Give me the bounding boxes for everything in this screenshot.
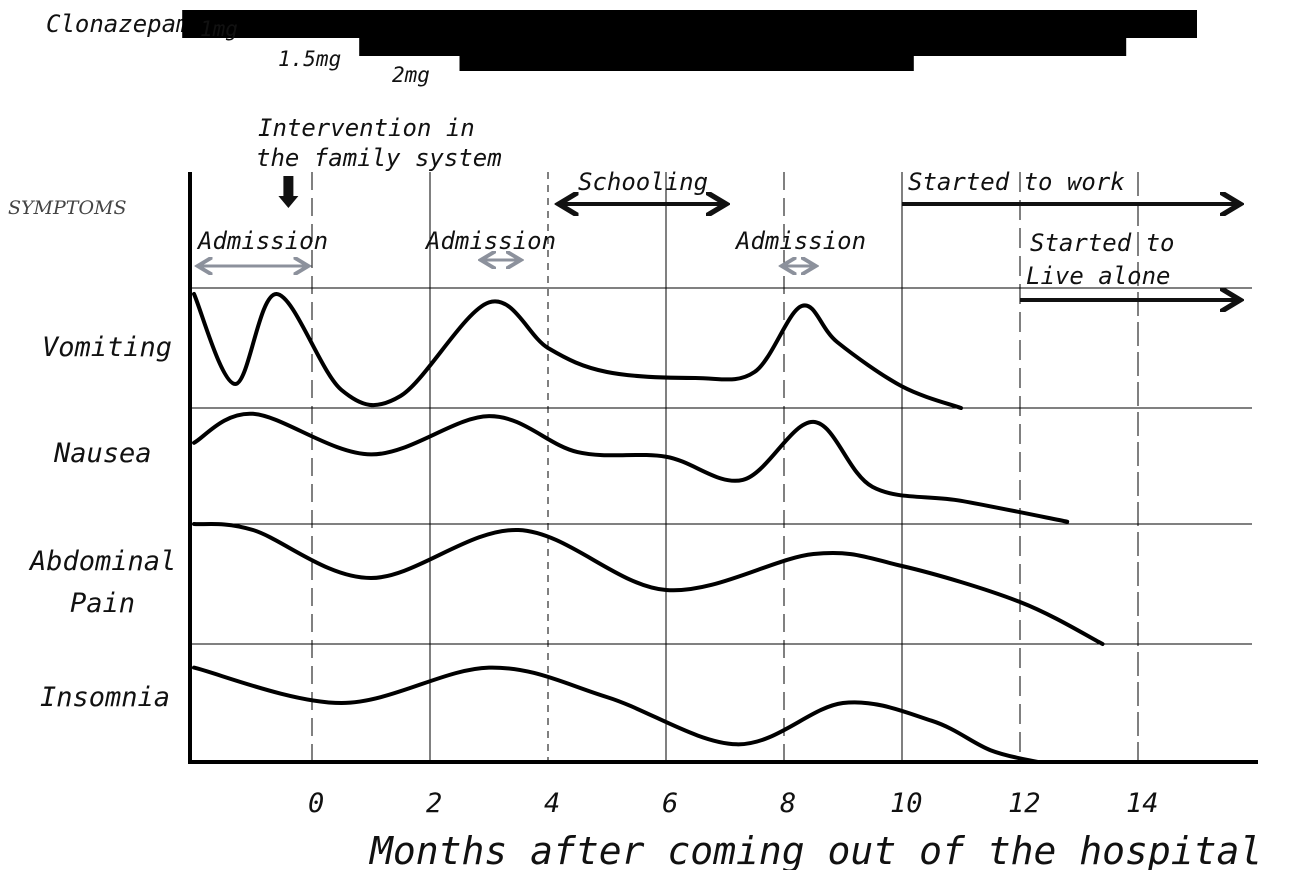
x-tick-label-10: 10 (890, 788, 923, 819)
intervention-label-line2: the family system (256, 144, 502, 172)
dose-label-1-5mg: 1.5mg (278, 47, 341, 71)
x-axis-title: Months after coming out of the hospital (368, 829, 1262, 870)
dose-bar-1-5mg (359, 38, 1127, 56)
x-tick-label-2: 2 (426, 788, 442, 819)
admission-label-1: Admission (196, 227, 328, 255)
symptom-labels: Vomiting Nausea Abdominal Pain Insomnia (28, 332, 176, 713)
x-tick-label-6: 6 (662, 788, 678, 819)
admission-label-3: Admission (734, 227, 866, 255)
series-label-vomiting: Vomiting (42, 332, 172, 363)
dose-bar-1mg (182, 10, 1197, 38)
dose-label-1mg: 1mg (200, 17, 238, 41)
medication-label: Clonazepam (46, 10, 191, 38)
medication-panel: Clonazepam 1mg 1.5mg 2mg (46, 10, 1197, 87)
event-annotations: Admission Admission Admission Schooling … (196, 168, 1237, 300)
curve-insomnia (192, 665, 1040, 764)
schooling-label: Schooling (578, 168, 708, 196)
x-tick-label-0: 0 (308, 788, 324, 819)
dose-label-2mg: 2mg (392, 63, 430, 87)
y-axis-label: SYMPTOMS (8, 197, 127, 219)
curve-vomiting (192, 291, 963, 410)
x-tick-label-8: 8 (780, 788, 796, 819)
started-to-live-alone-label-line2: Live alone (1026, 262, 1171, 290)
started-to-live-alone-label-line1: Started to (1030, 229, 1175, 257)
dose-bar-2mg (459, 55, 914, 71)
series-label-abdominal: Abdominal (28, 546, 176, 577)
series-label-nausea: Nausea (53, 438, 152, 469)
chart-grid (188, 172, 1258, 764)
curve-abdominal-pain (192, 521, 1105, 646)
intervention-arrow-icon (278, 176, 299, 208)
x-tick-label-14: 14 (1126, 788, 1159, 819)
started-to-work-label: Started to work (908, 168, 1125, 196)
x-tick-label-12: 12 (1008, 788, 1041, 819)
symptom-curves (192, 291, 1105, 764)
admission-label-2: Admission (424, 227, 556, 255)
intervention-annotation: Intervention in the family system (256, 114, 502, 208)
curve-nausea (192, 411, 1070, 524)
series-label-pain: Pain (70, 588, 135, 619)
x-tick-label-4: 4 (544, 788, 560, 819)
x-tick-labels: 0 2 4 6 8 10 12 14 (308, 788, 1159, 819)
intervention-label-line1: Intervention in (258, 114, 475, 142)
series-label-insomnia: Insomnia (40, 682, 170, 713)
